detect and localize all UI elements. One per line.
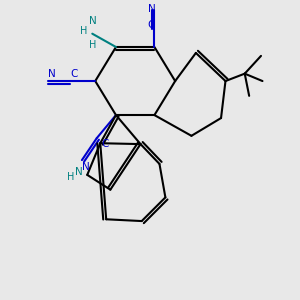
Text: H: H — [89, 40, 97, 50]
Text: N: N — [75, 167, 83, 177]
Text: C: C — [71, 69, 78, 79]
Text: C: C — [101, 140, 109, 149]
Text: N: N — [48, 69, 56, 79]
Text: N: N — [89, 16, 97, 26]
Text: H: H — [80, 26, 87, 36]
Text: H: H — [67, 172, 74, 182]
Text: N: N — [148, 4, 155, 14]
Text: N: N — [82, 162, 89, 172]
Text: C: C — [148, 20, 155, 30]
